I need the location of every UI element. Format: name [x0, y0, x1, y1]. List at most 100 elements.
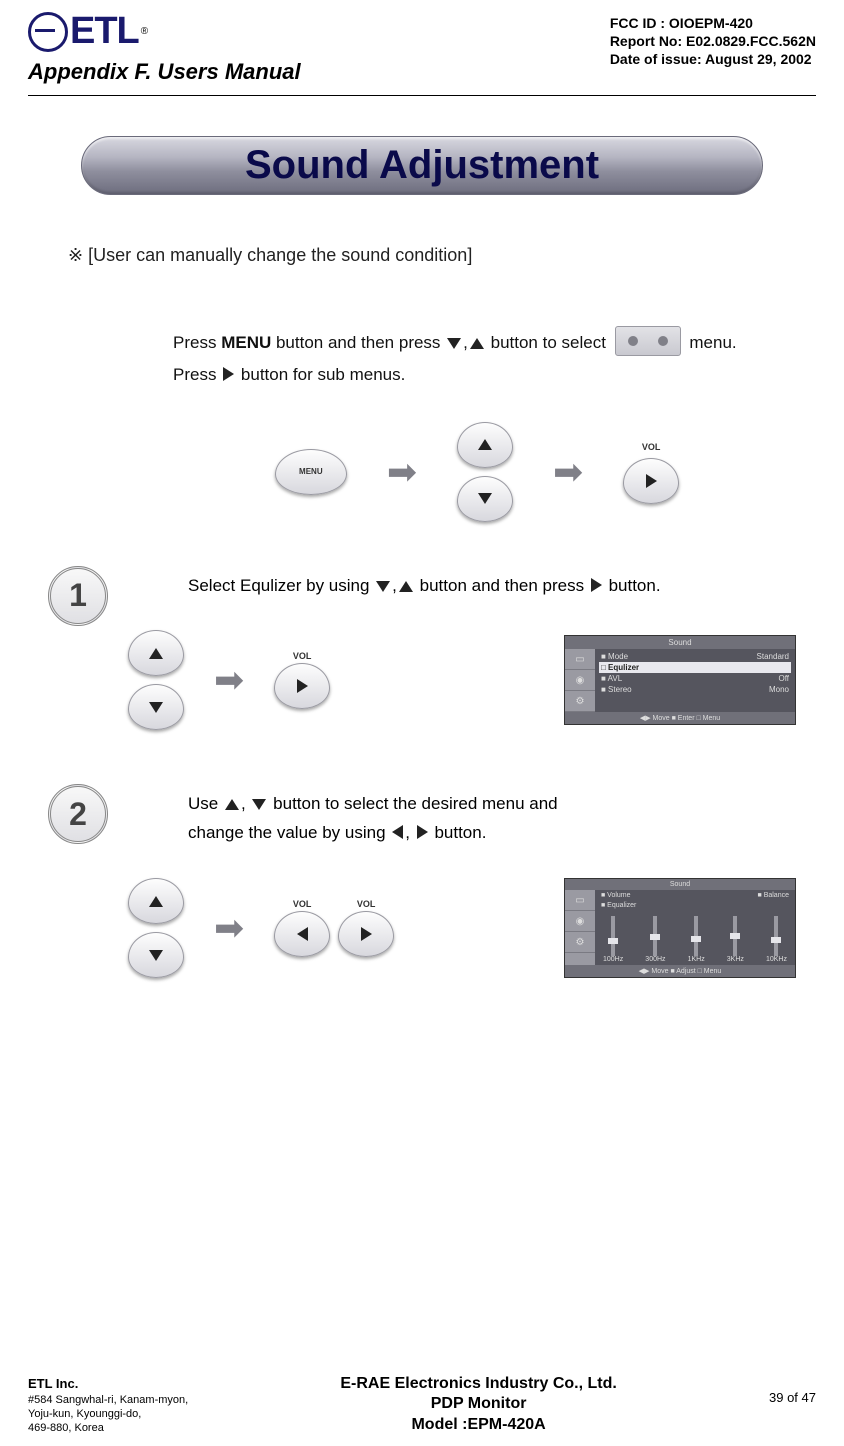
page-number: 39 of 47 — [769, 1376, 816, 1405]
eq-knob — [650, 934, 660, 940]
vol-left-right-group: VOL VOL — [274, 899, 394, 957]
step-1-media: ➡ VOL Sound ▭ ◉ ⚙ ■ ModeSta — [128, 630, 796, 730]
step2-a: Use — [188, 794, 223, 813]
intro-line2a: Press — [173, 365, 221, 384]
step1-b: by using — [301, 576, 374, 595]
triangle-down-icon — [447, 338, 461, 349]
intro-line1d: menu. — [689, 333, 736, 352]
issue-date: Date of issue: August 29, 2002 — [610, 50, 816, 68]
eq-bar — [653, 916, 657, 956]
footer-company: ETL Inc. — [28, 1376, 188, 1393]
footer-left: ETL Inc. #584 Sangwhal-ri, Kanam-myon, Y… — [28, 1376, 188, 1436]
triangle-down-icon — [252, 799, 266, 810]
footer-center: E-RAE Electronics Industry Co., Ltd. PDP… — [340, 1374, 616, 1436]
intro-instruction: Press MENU button and then press , butto… — [63, 326, 781, 522]
osd-footer: ◀▶ Move ■ Enter □ Menu — [565, 712, 795, 724]
osd-menu-sound: Sound ▭ ◉ ⚙ ■ ModeStandard □ Equlizer ■ … — [564, 635, 796, 725]
osd-eq-label: ■ Equalizer — [595, 901, 795, 910]
up-button — [128, 878, 184, 924]
vol-button-group: VOL — [274, 651, 330, 709]
triangle-down-icon — [149, 702, 163, 713]
triangle-right-icon — [223, 367, 234, 381]
up-button — [128, 630, 184, 676]
vol-right-button — [338, 911, 394, 957]
triangle-down-icon — [478, 493, 492, 504]
eq-band: 3KHz — [727, 916, 744, 963]
header-right: FCC ID : OIOEPM-420 Report No: E02.0829.… — [610, 10, 816, 69]
triangle-up-icon — [149, 648, 163, 659]
eq-band: 300Hz — [645, 916, 665, 963]
down-button — [128, 932, 184, 978]
step1-a: Select — [188, 576, 240, 595]
step1-bold: Equlizer — [240, 576, 301, 595]
down-button — [457, 476, 513, 522]
step-2-text: Use , button to select the desired menu … — [128, 790, 796, 848]
osd-row: ■ ModeStandard — [599, 651, 791, 662]
eq-band: 100Hz — [603, 916, 623, 963]
arrow-right-icon: ➡ — [214, 910, 244, 946]
eq-bar — [774, 916, 778, 956]
intro-line2b: button for sub menus. — [241, 365, 405, 384]
osd-row-selected: □ Equlizer — [599, 662, 791, 673]
osd-row: ■ AVLOff — [599, 673, 791, 684]
eq-knob — [730, 933, 740, 939]
vol-label: VOL — [274, 899, 330, 909]
osd-list: ■ ModeStandard □ Equlizer ■ AVLOff ■ Ste… — [595, 649, 795, 712]
triangle-up-icon — [478, 439, 492, 450]
intro-line1c: button to select — [491, 333, 611, 352]
triangle-right-icon — [361, 927, 372, 941]
section-title-pill: Sound Adjustment — [81, 136, 763, 195]
registered-mark: ® — [141, 26, 148, 37]
step-2: 2 Use , button to select the desired men… — [48, 790, 796, 978]
page-header: ETL ® Appendix F. Users Manual FCC ID : … — [28, 10, 816, 85]
osd-icon-sound: ◉ — [565, 911, 595, 932]
appendix-title: Appendix F. Users Manual — [28, 59, 301, 85]
footer-addr1: #584 Sangwhal-ri, Kanam-myon, — [28, 1393, 188, 1407]
footer-center-l3: Model :EPM-420A — [340, 1415, 616, 1436]
down-button — [128, 684, 184, 730]
note-text: ※ [User can manually change the sound co… — [68, 245, 776, 266]
arrow-right-icon: ➡ — [553, 454, 583, 490]
step-2-body: Use , button to select the desired menu … — [128, 790, 796, 978]
step-1-number: 1 — [48, 566, 108, 626]
step2-c: change the value by using — [188, 823, 390, 842]
triangle-right-icon — [591, 578, 602, 592]
step1-c: button and then press — [420, 576, 589, 595]
eq-sliders: 100Hz 300Hz 1KHz 3KHz 10KHz — [595, 910, 795, 965]
vol-button-group: VOL — [623, 439, 679, 504]
osd-icon-setup: ⚙ — [565, 932, 595, 953]
osd-row: ■ StereoMono — [599, 684, 791, 695]
footer-addr2: Yoju-kun, Kyounggi-do, — [28, 1407, 188, 1421]
osd-sidebar: ▭ ◉ ⚙ — [565, 649, 595, 712]
etl-logo: ETL ® — [28, 10, 301, 53]
triangle-down-icon — [149, 950, 163, 961]
vol-left-button — [274, 911, 330, 957]
vol-right-button — [623, 458, 679, 504]
step-1-body: Select Equlizer by using , button and th… — [128, 572, 796, 731]
menu-button: MENU — [275, 449, 347, 495]
step-1: 1 Select Equlizer by using , button and … — [48, 572, 796, 731]
osd-eq-panel: ■ Volume ■ Balance ■ Equalizer 100Hz 300… — [595, 890, 795, 965]
step-2-number: 2 — [48, 784, 108, 844]
vol-right-button — [274, 663, 330, 709]
header-rule — [28, 95, 816, 96]
triangle-up-icon — [399, 581, 413, 592]
step2-d: button. — [434, 823, 486, 842]
up-down-buttons — [128, 878, 184, 978]
arrow-right-icon: ➡ — [387, 454, 417, 490]
page-footer: ETL Inc. #584 Sangwhal-ri, Kanam-myon, Y… — [28, 1376, 816, 1436]
step2-b: button to select the desired menu and — [273, 794, 557, 813]
step-1-text: Select Equlizer by using , button and th… — [128, 572, 796, 601]
osd-body: ▭ ◉ ⚙ ■ ModeStandard □ Equlizer ■ AVLOff… — [565, 649, 795, 712]
osd-eq-header: ■ Volume ■ Balance — [595, 890, 795, 901]
osd-title: Sound — [565, 636, 795, 649]
menu-button-label: MENU — [299, 464, 323, 479]
triangle-right-icon — [297, 679, 308, 693]
vol-label: VOL — [623, 439, 679, 456]
triangle-left-icon — [392, 825, 403, 839]
osd-sidebar: ▭ ◉ ⚙ — [565, 890, 595, 965]
eq-bar — [733, 916, 737, 956]
eq-bar — [611, 916, 615, 956]
up-button — [457, 422, 513, 468]
step1-d: button. — [609, 576, 661, 595]
